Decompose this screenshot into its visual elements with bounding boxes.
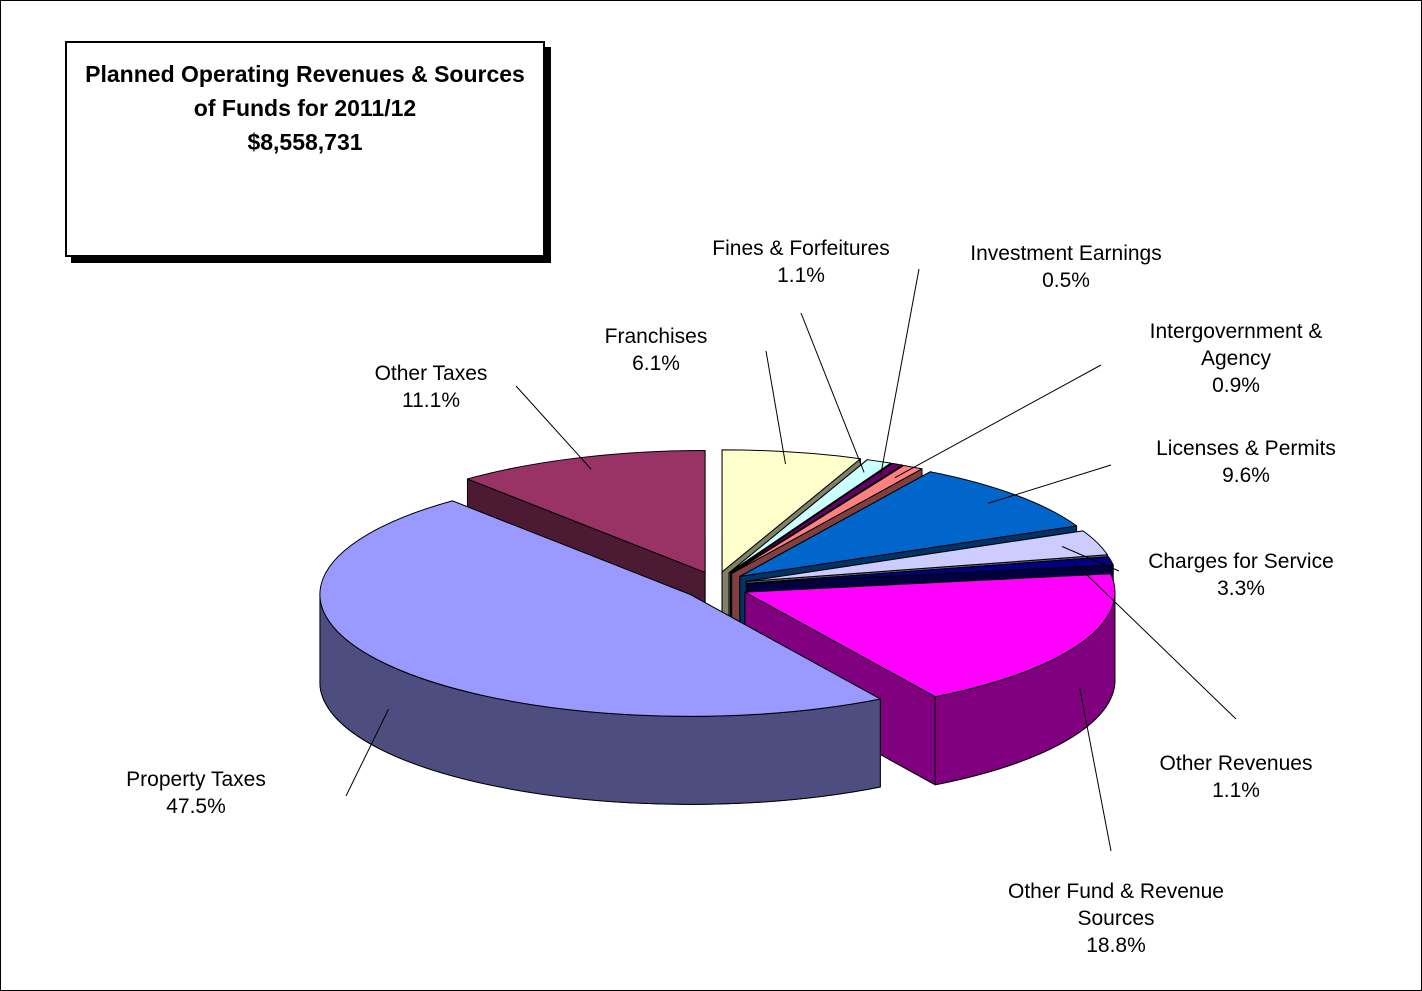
leader-line xyxy=(1074,562,1237,720)
slice-label: Other Taxes 11.1% xyxy=(291,360,571,414)
slice-label: Investment Earnings 0.5% xyxy=(926,240,1206,294)
title-box: Planned Operating Revenues & Sources of … xyxy=(65,41,545,257)
label-value: 9.6% xyxy=(1222,464,1270,487)
chart-title: Planned Operating Revenues & Sources of … xyxy=(85,61,525,121)
leader-line xyxy=(894,364,1102,479)
label-value: 1.1% xyxy=(1212,779,1260,802)
label-name: Franchises xyxy=(604,325,708,348)
slice xyxy=(721,449,861,573)
slice-label: Property Taxes 47.5% xyxy=(56,766,336,820)
label-value: 1.1% xyxy=(777,264,825,287)
slice xyxy=(744,573,1116,698)
label-name: Other Taxes xyxy=(374,362,488,385)
label-name: Intergovernment & Agency xyxy=(1149,320,1323,370)
label-name: Charges for Service xyxy=(1148,550,1334,573)
label-value: 0.9% xyxy=(1212,374,1260,397)
leader-line xyxy=(765,350,787,465)
leader-line xyxy=(1079,687,1112,852)
label-value: 47.5% xyxy=(166,795,226,818)
slice-label: Other Fund & Revenue Sources 18.8% xyxy=(1001,878,1231,959)
slice xyxy=(319,500,881,717)
chart-subtitle: $8,558,731 xyxy=(247,129,363,155)
label-name: Other Revenues xyxy=(1159,752,1313,775)
slice xyxy=(745,530,1108,582)
leader-line xyxy=(800,312,865,473)
label-name: Licenses & Permits xyxy=(1156,437,1336,460)
label-value: 6.1% xyxy=(632,352,680,375)
leader-line xyxy=(345,708,390,797)
slice-label: Other Revenues 1.1% xyxy=(1096,750,1376,804)
slice-label: Franchises 6.1% xyxy=(516,323,796,377)
slice-label: Licenses & Permits 9.6% xyxy=(1106,435,1386,489)
leader-line xyxy=(988,464,1112,504)
label-name: Property Taxes xyxy=(126,768,266,791)
label-value: 18.8% xyxy=(1086,934,1146,957)
slice-label: Intergovernment & Agency 0.9% xyxy=(1116,318,1356,399)
slice xyxy=(466,449,706,573)
leader-line xyxy=(1061,546,1120,572)
slice-label: Charges for Service 3.3% xyxy=(1101,548,1381,602)
label-value: 0.5% xyxy=(1042,269,1090,292)
slice xyxy=(729,462,904,574)
slice xyxy=(728,459,892,574)
label-value: 11.1% xyxy=(402,389,460,412)
label-value: 3.3% xyxy=(1217,577,1265,600)
slice-label: Fines & Forfeitures 1.1% xyxy=(661,235,941,289)
leader-line xyxy=(515,385,592,470)
slice xyxy=(731,464,923,574)
label-name: Other Fund & Revenue Sources xyxy=(1008,880,1224,930)
label-name: Fines & Forfeitures xyxy=(712,237,890,260)
label-name: Investment Earnings xyxy=(970,242,1162,265)
slice xyxy=(746,556,1114,584)
leader-line xyxy=(880,268,920,476)
